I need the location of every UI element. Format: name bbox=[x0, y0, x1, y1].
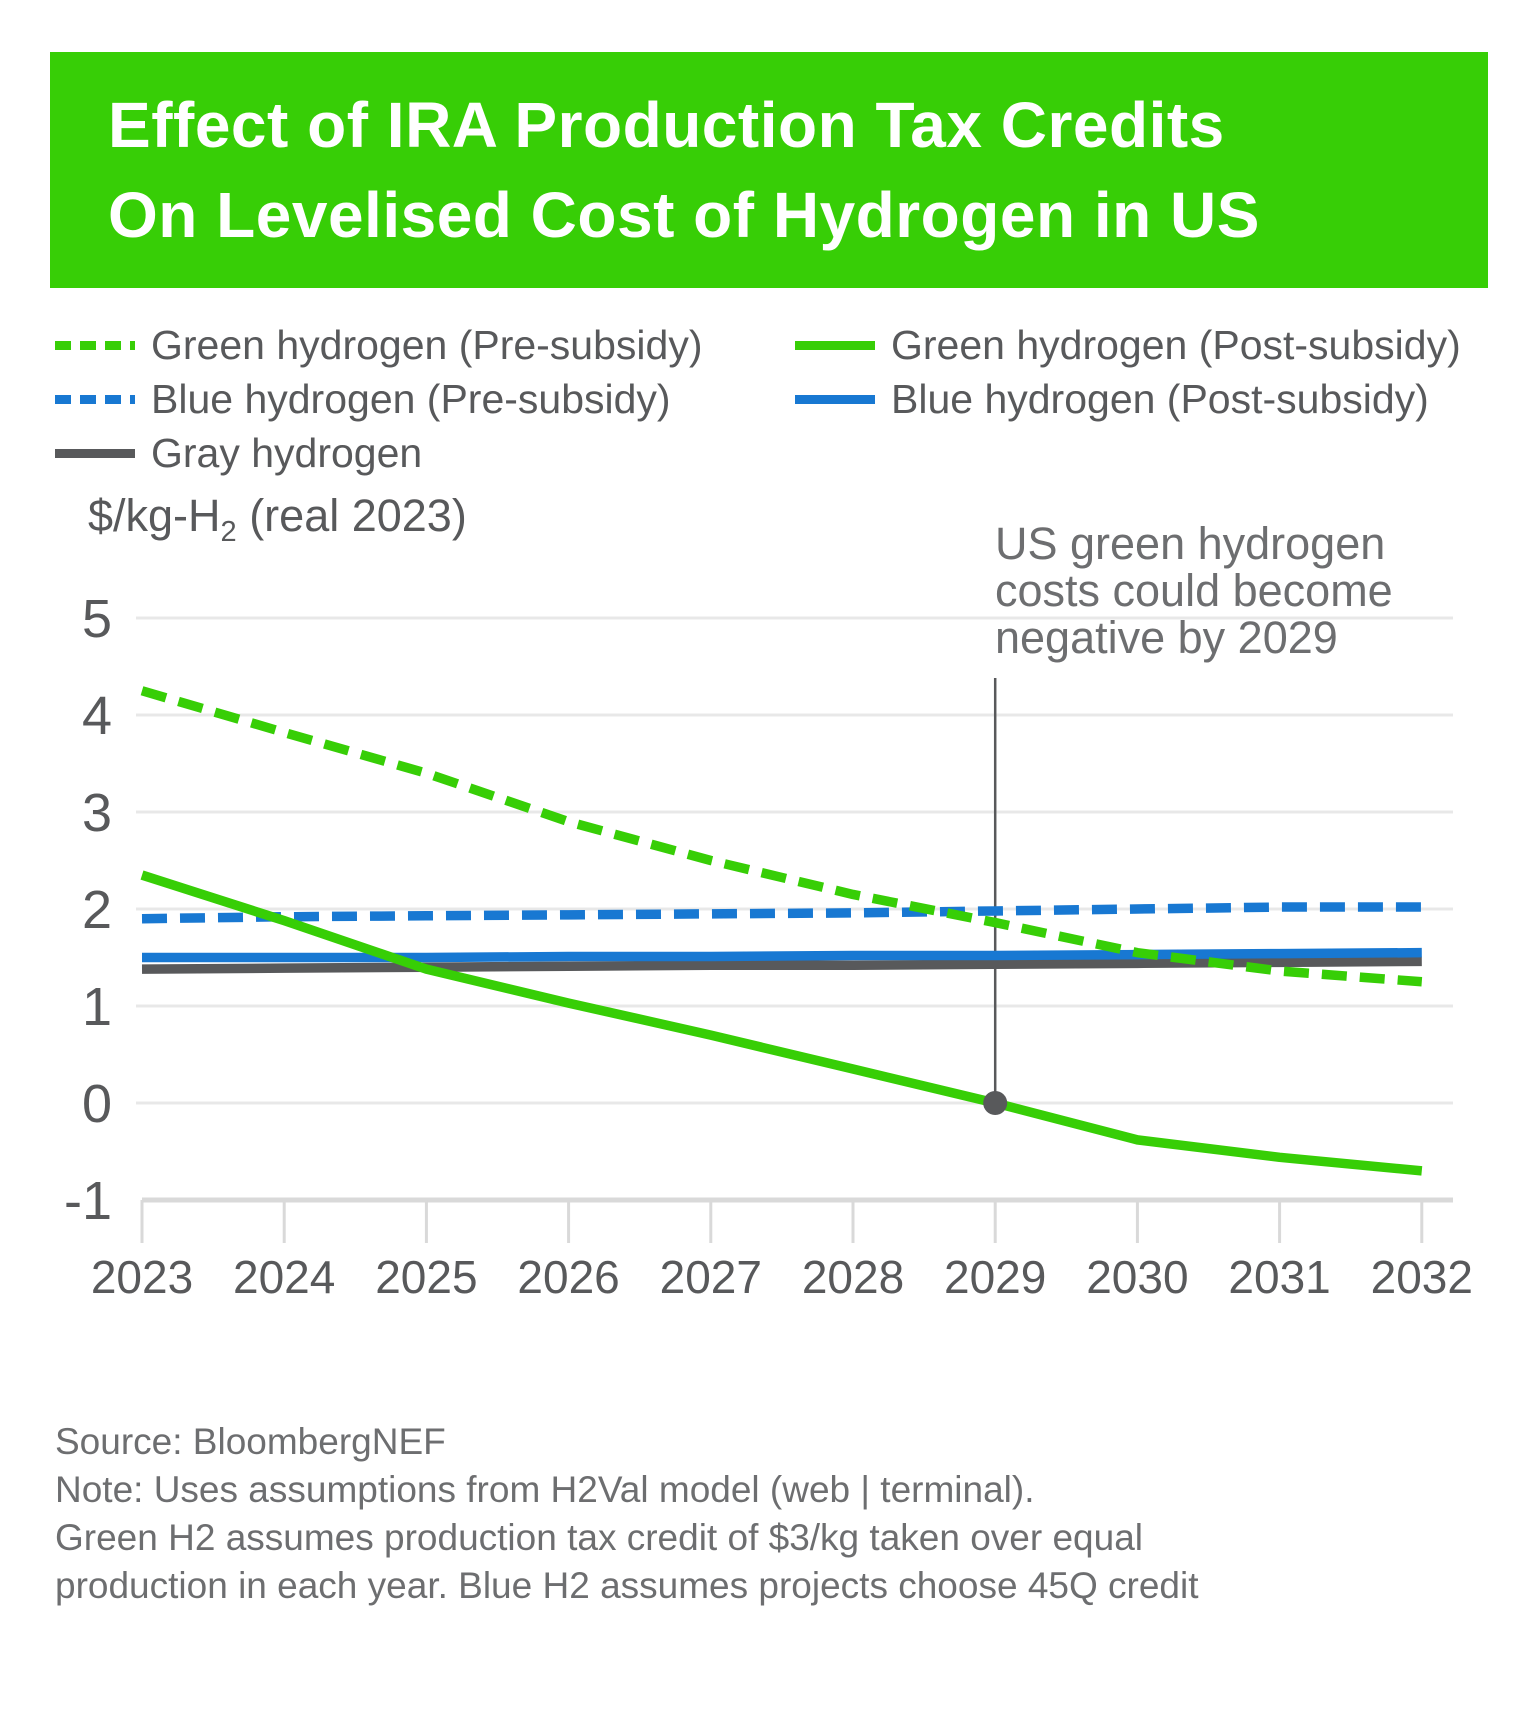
blue-solid-line-swatch-icon bbox=[795, 394, 875, 404]
legend-label: Green hydrogen (Post-subsidy) bbox=[891, 321, 1461, 368]
green-dashed-line-swatch-icon bbox=[55, 340, 135, 350]
green-solid-line-swatch-icon bbox=[795, 340, 875, 350]
source-notes: Source: BloombergNEF Note: Uses assumpti… bbox=[55, 1418, 1199, 1610]
legend-item-green-pre-subsidy: Green hydrogen (Pre-subsidy) bbox=[55, 322, 795, 369]
series-green-post-subsidy bbox=[140, 870, 1423, 1176]
note-line: Green H2 assumes production tax credit o… bbox=[55, 1517, 1143, 1558]
y-tick-label: 3 bbox=[82, 783, 112, 843]
y-axis-title-units: (real 2023) bbox=[236, 490, 467, 541]
annotation-line: costs could become bbox=[995, 565, 1393, 616]
chart-title-line1: Effect of IRA Production Tax Credits bbox=[108, 89, 1225, 161]
legend: Green hydrogen (Pre-subsidy) Green hydro… bbox=[55, 318, 1461, 480]
annotation-text: US green hydrogen costs could become neg… bbox=[995, 520, 1393, 661]
gray-solid-line-swatch-icon bbox=[55, 448, 135, 458]
x-tick-label: 2031 bbox=[1228, 1251, 1330, 1303]
x-tick-label: 2029 bbox=[944, 1251, 1046, 1303]
x-tick-label: 2023 bbox=[91, 1251, 193, 1303]
y-tick-label: -1 bbox=[64, 1171, 112, 1231]
chart-title-line2: On Levelised Cost of Hydrogen in US bbox=[108, 179, 1260, 251]
note-line: Note: Uses assumptions from H2Val model … bbox=[55, 1469, 1035, 1510]
annotation-line: negative by 2029 bbox=[995, 612, 1338, 663]
note-line: production in each year. Blue H2 assumes… bbox=[55, 1565, 1199, 1606]
source-line: Source: BloombergNEF bbox=[55, 1421, 446, 1462]
legend-label: Blue hydrogen (Post-subsidy) bbox=[891, 375, 1429, 422]
x-tick-label: 2025 bbox=[375, 1251, 477, 1303]
x-tick-label: 2030 bbox=[1086, 1251, 1188, 1303]
x-tick-label: 2027 bbox=[660, 1251, 762, 1303]
y-tick-label: 2 bbox=[82, 880, 112, 940]
legend-item-green-post-subsidy: Green hydrogen (Post-subsidy) bbox=[795, 322, 1461, 369]
x-tick-label: 2026 bbox=[517, 1251, 619, 1303]
legend-item-blue-post-subsidy: Blue hydrogen (Post-subsidy) bbox=[795, 376, 1461, 423]
blue-dashed-line-swatch-icon bbox=[55, 394, 135, 404]
y-tick-label: 1 bbox=[82, 977, 112, 1037]
legend-item-blue-pre-subsidy: Blue hydrogen (Pre-subsidy) bbox=[55, 376, 795, 423]
x-tick-label: 2028 bbox=[802, 1251, 904, 1303]
legend-item-gray-hydrogen: Gray hydrogen bbox=[55, 430, 795, 477]
y-axis-title-text: $/kg-H bbox=[88, 490, 221, 541]
y-tick-label: 5 bbox=[82, 589, 112, 649]
series-blue-post-subsidy bbox=[142, 947, 1422, 963]
y-tick-label: 0 bbox=[82, 1074, 112, 1134]
series-green-pre-subsidy bbox=[140, 686, 1423, 987]
annotation-line: US green hydrogen bbox=[995, 518, 1386, 569]
legend-label: Blue hydrogen (Pre-subsidy) bbox=[151, 375, 671, 422]
y-tick-label: 4 bbox=[82, 686, 112, 746]
title-banner: Effect of IRA Production Tax Credits On … bbox=[50, 52, 1488, 288]
legend-label: Green hydrogen (Pre-subsidy) bbox=[151, 321, 703, 368]
y-axis-title-subscript: 2 bbox=[220, 516, 237, 548]
legend-label: Gray hydrogen bbox=[151, 429, 423, 476]
annotation-marker-dot bbox=[983, 1091, 1008, 1115]
x-tick-label: 2032 bbox=[1371, 1251, 1473, 1303]
y-axis-title: $/kg-H2 (real 2023) bbox=[88, 490, 467, 549]
x-tick-label: 2024 bbox=[233, 1251, 335, 1303]
series-blue-pre-subsidy bbox=[141, 902, 1422, 924]
